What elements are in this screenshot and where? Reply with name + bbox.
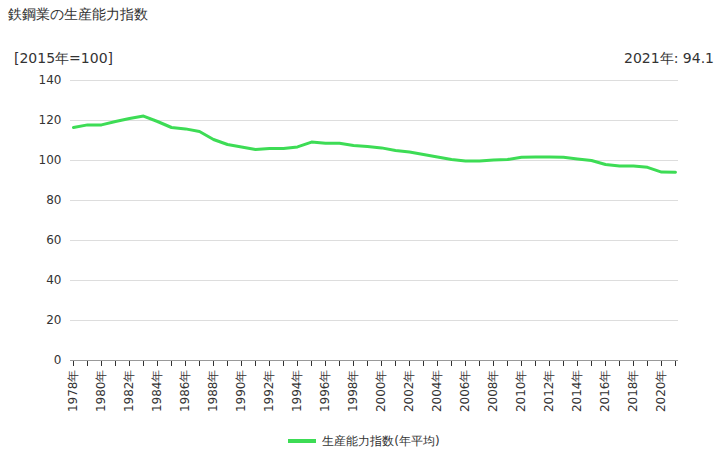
html-text:生産能力指数(年平均): 生産能力指数(年平均) bbox=[322, 433, 440, 448]
svg-text:2002年: 2002年 bbox=[402, 370, 416, 413]
svg-text:2004年: 2004年 bbox=[430, 370, 444, 413]
svg-text:2008年: 2008年 bbox=[486, 370, 500, 413]
svg-text:1978年: 1978年 bbox=[66, 370, 80, 413]
svg-text:1980年: 1980年 bbox=[94, 370, 108, 413]
svg-text:1984年: 1984年 bbox=[150, 370, 164, 413]
svg-text:2016年: 2016年 bbox=[598, 370, 612, 413]
svg-text:2020年: 2020年 bbox=[654, 370, 668, 413]
svg-text:1994年: 1994年 bbox=[290, 370, 304, 413]
svg-text:2014年: 2014年 bbox=[570, 370, 584, 413]
svg-text:60: 60 bbox=[46, 233, 61, 247]
html-text:鉄鋼業の生産能力指数: 鉄鋼業の生産能力指数 bbox=[8, 6, 148, 22]
svg-text:1998年: 1998年 bbox=[346, 370, 360, 413]
svg-text:120: 120 bbox=[39, 113, 62, 127]
svg-text:2006年: 2006年 bbox=[458, 370, 472, 413]
svg-text:0: 0 bbox=[54, 353, 62, 367]
svg-text:80: 80 bbox=[46, 193, 61, 207]
svg-text:2000年: 2000年 bbox=[374, 370, 388, 413]
svg-text:2018年: 2018年 bbox=[626, 370, 640, 413]
svg-text:1992年: 1992年 bbox=[262, 370, 276, 413]
svg-text:20: 20 bbox=[46, 313, 61, 327]
svg-text:1982年: 1982年 bbox=[122, 370, 136, 413]
svg-text:1986年: 1986年 bbox=[178, 370, 192, 413]
html-text:[2015年=100]: [2015年=100] bbox=[14, 50, 113, 66]
svg-text:1996年: 1996年 bbox=[318, 370, 332, 413]
svg-text:1988年: 1988年 bbox=[206, 370, 220, 413]
svg-text:100: 100 bbox=[39, 153, 62, 167]
svg-text:2012年: 2012年 bbox=[542, 370, 556, 413]
svg-text:140: 140 bbox=[39, 73, 62, 87]
svg-text:1990年: 1990年 bbox=[234, 370, 248, 413]
svg-text:2010年: 2010年 bbox=[514, 370, 528, 413]
svg-text:40: 40 bbox=[46, 273, 61, 287]
html-text:2021年: 94.1: 2021年: 94.1 bbox=[624, 50, 714, 66]
